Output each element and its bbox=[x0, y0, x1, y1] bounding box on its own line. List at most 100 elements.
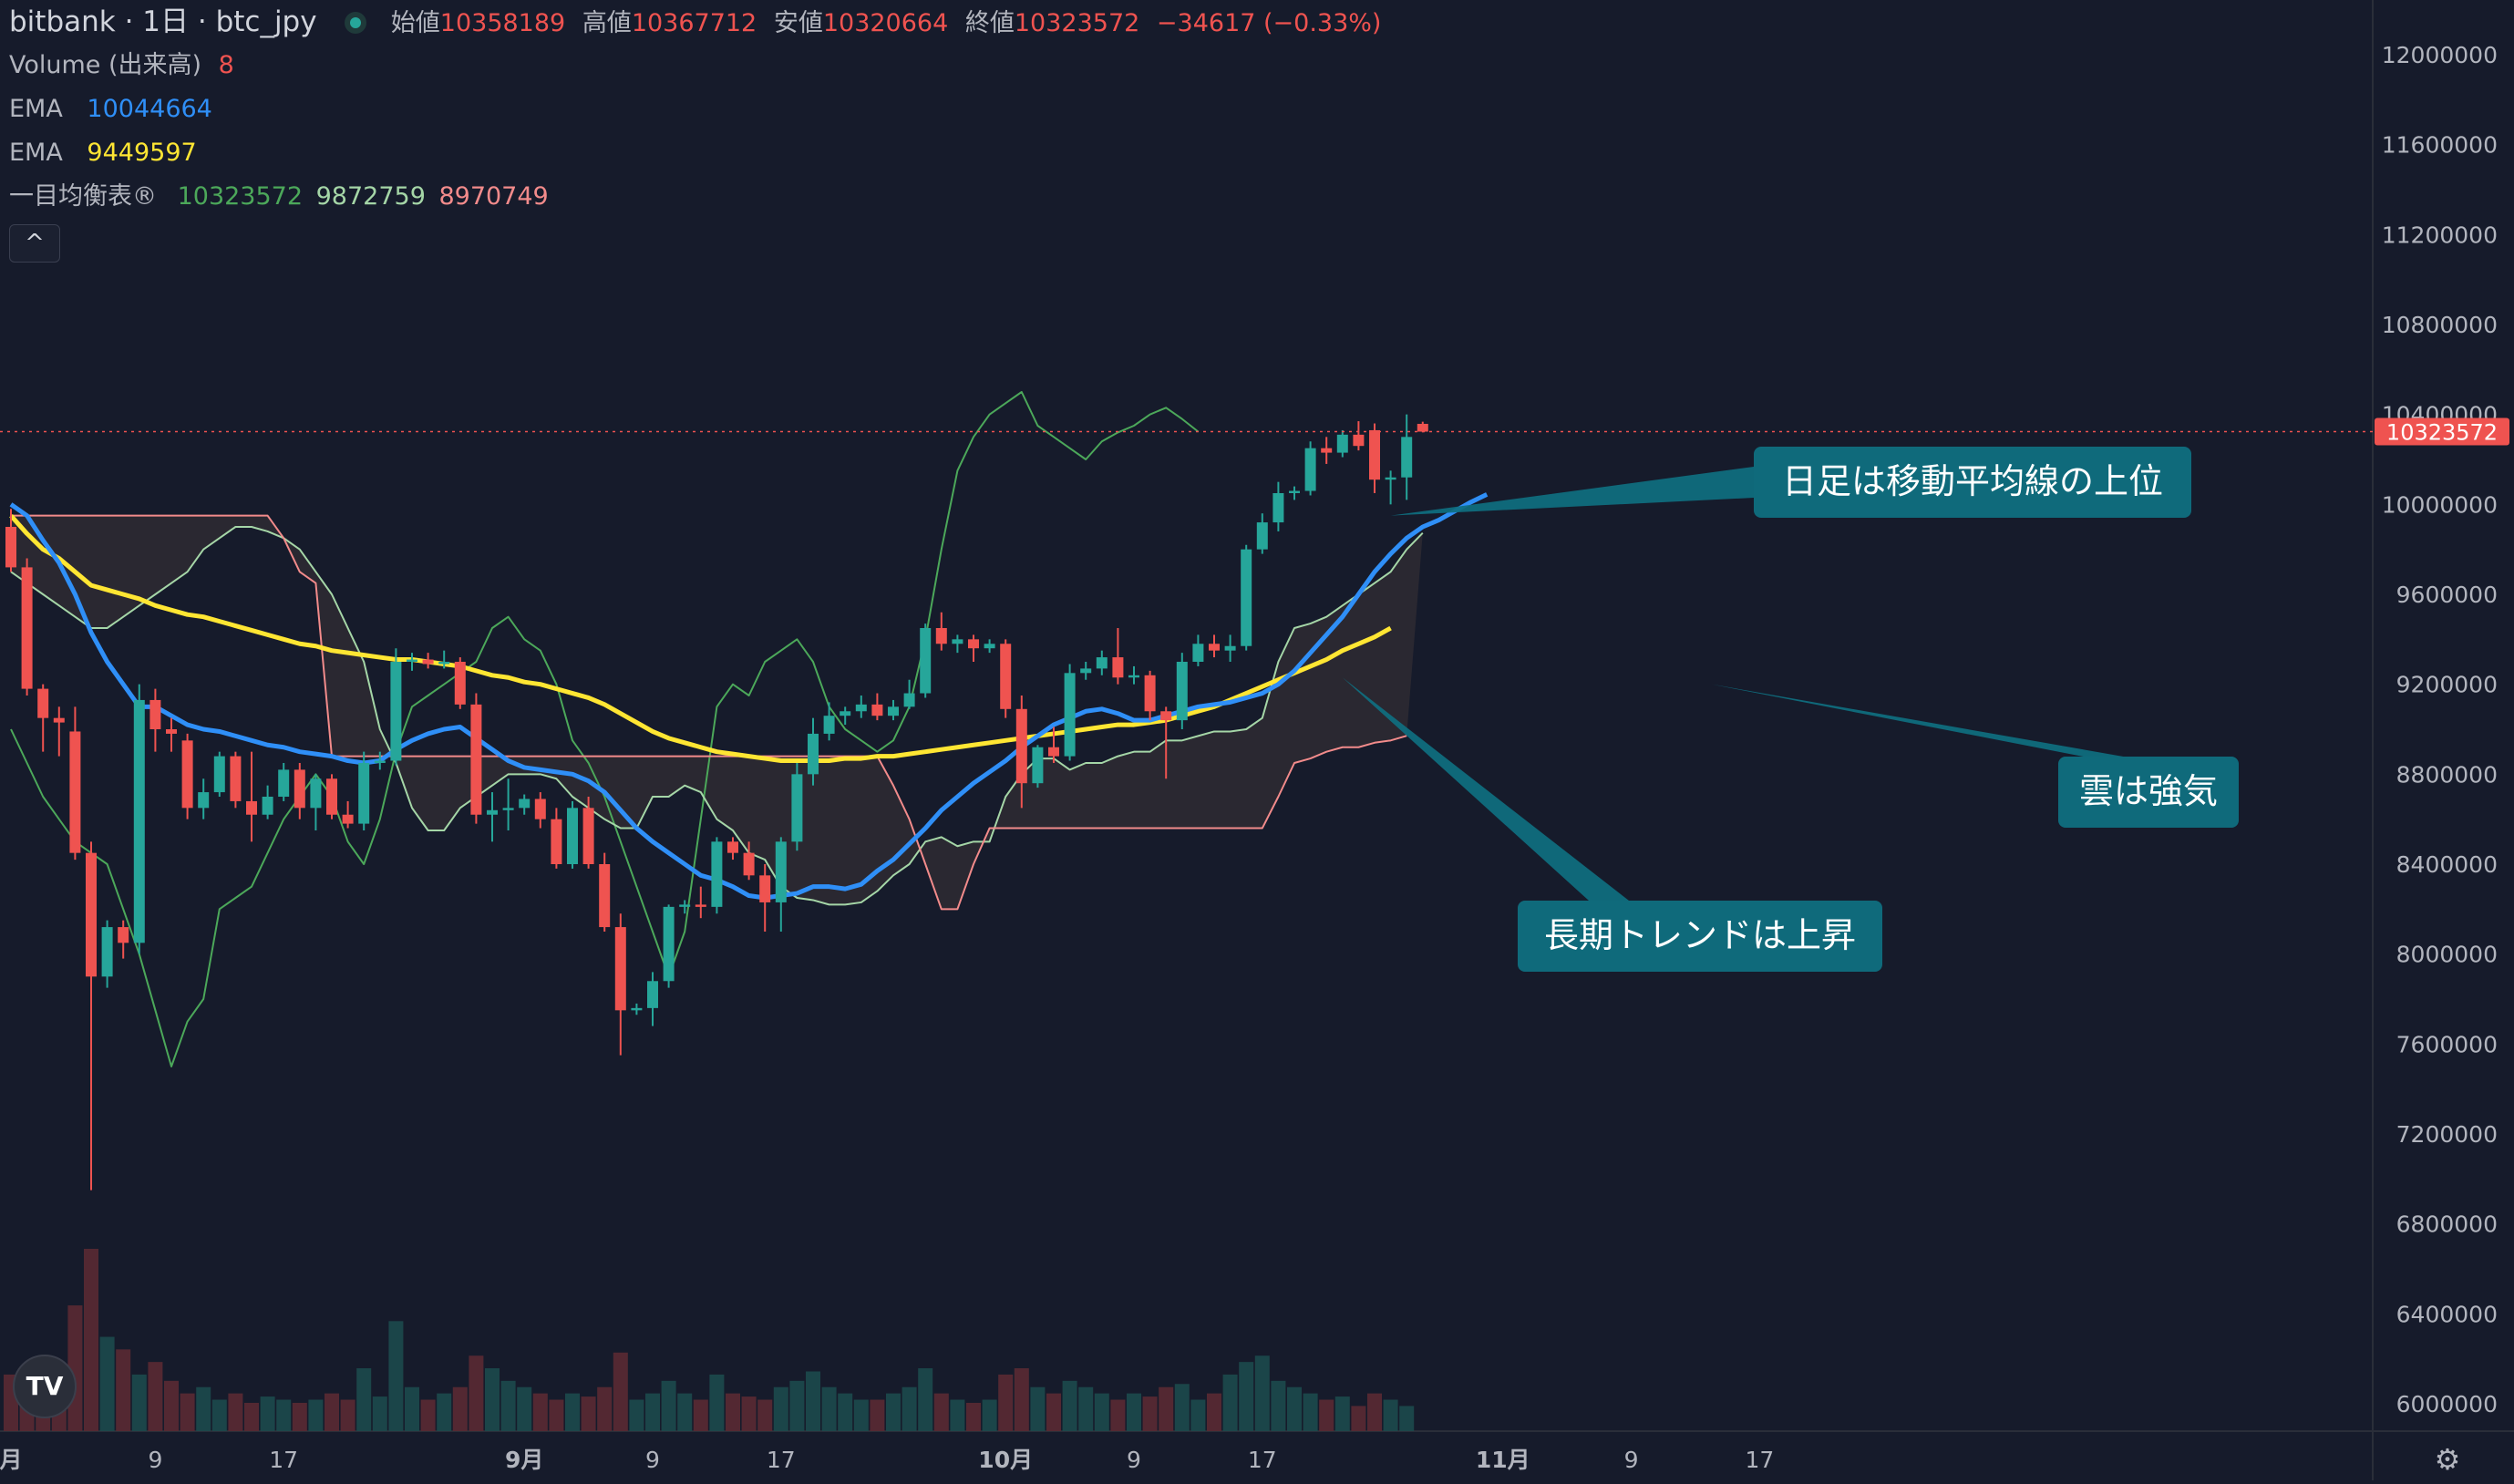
gear-icon[interactable]: ⚙ bbox=[2434, 1442, 2461, 1477]
candle-body[interactable] bbox=[407, 659, 417, 662]
candles[interactable]: 10323572 bbox=[0, 414, 2509, 1190]
candle-body[interactable] bbox=[952, 639, 963, 644]
candle-body[interactable] bbox=[823, 716, 835, 734]
legend-volume-row[interactable]: Volume (出来高) 8 bbox=[9, 44, 1381, 88]
candle-body[interactable] bbox=[1369, 429, 1380, 480]
candle-body[interactable] bbox=[181, 740, 193, 809]
candle-body[interactable] bbox=[775, 841, 787, 902]
candle-body[interactable] bbox=[294, 769, 305, 809]
legend-ema-fast-row[interactable]: EMA 10044664 bbox=[9, 88, 1381, 131]
candle-body[interactable] bbox=[808, 733, 819, 775]
candle-body[interactable] bbox=[1241, 549, 1252, 646]
candle-body[interactable] bbox=[326, 778, 337, 815]
candle-body[interactable] bbox=[1353, 434, 1365, 447]
candle-body[interactable] bbox=[101, 927, 113, 977]
candle-body[interactable] bbox=[1256, 522, 1268, 550]
candle-body[interactable] bbox=[149, 699, 161, 729]
candle-body[interactable] bbox=[53, 717, 65, 723]
candle-body[interactable] bbox=[1209, 644, 1220, 651]
candle-body[interactable] bbox=[374, 760, 386, 763]
candle-body[interactable] bbox=[86, 852, 97, 977]
candle-body[interactable] bbox=[1064, 673, 1076, 757]
candle-body[interactable] bbox=[1336, 434, 1348, 453]
candle-body[interactable] bbox=[502, 808, 514, 810]
candle-body[interactable] bbox=[438, 662, 450, 665]
candle-body[interactable] bbox=[262, 797, 273, 815]
candle-body[interactable] bbox=[855, 704, 867, 712]
candle-body[interactable] bbox=[166, 729, 177, 734]
candle-body[interactable] bbox=[1289, 490, 1300, 493]
candle-body[interactable] bbox=[1417, 423, 1428, 432]
candle-body[interactable] bbox=[1224, 645, 1236, 651]
candle-body[interactable] bbox=[454, 662, 466, 705]
candle-body[interactable] bbox=[519, 799, 531, 809]
tradingview-logo[interactable]: TV bbox=[13, 1355, 77, 1418]
candle-body[interactable] bbox=[1096, 657, 1108, 669]
candle-body[interactable] bbox=[310, 778, 322, 809]
candle-body[interactable] bbox=[567, 808, 578, 864]
candle-body[interactable] bbox=[1176, 662, 1188, 721]
candle-body[interactable] bbox=[1048, 747, 1059, 757]
candle-body[interactable] bbox=[390, 662, 402, 761]
candle-body[interactable] bbox=[118, 927, 129, 943]
candle-body[interactable] bbox=[1321, 448, 1333, 453]
candle-body[interactable] bbox=[614, 927, 626, 1011]
candle-body[interactable] bbox=[727, 841, 738, 853]
candle-body[interactable] bbox=[213, 756, 225, 793]
candle-body[interactable] bbox=[422, 659, 434, 665]
candle-body[interactable] bbox=[69, 731, 81, 853]
candle-body[interactable] bbox=[582, 808, 594, 864]
candle-body[interactable] bbox=[1192, 644, 1204, 662]
candle-body[interactable] bbox=[695, 904, 706, 907]
legend-ichimoku-row[interactable]: 一目均衡表® 10323572 9872759 8970749 bbox=[9, 175, 1381, 219]
candle-body[interactable] bbox=[791, 774, 803, 842]
candle-body[interactable] bbox=[1401, 437, 1413, 478]
candle-body[interactable] bbox=[5, 527, 16, 568]
candle-body[interactable] bbox=[1128, 675, 1139, 678]
candle-body[interactable] bbox=[1160, 711, 1172, 721]
collapse-legend-button[interactable]: ^ bbox=[9, 224, 60, 263]
candle-body[interactable] bbox=[1385, 477, 1396, 480]
time-axis[interactable]: 月 9 17 9月 9 17 10月 9 17 11月 9 17 bbox=[0, 1447, 1774, 1473]
candle-body[interactable] bbox=[551, 819, 562, 864]
candle-body[interactable] bbox=[1304, 448, 1316, 491]
candle-body[interactable] bbox=[871, 704, 883, 716]
candle-body[interactable] bbox=[1272, 493, 1284, 523]
candle-body[interactable] bbox=[1015, 708, 1027, 784]
candle-body[interactable] bbox=[1032, 747, 1044, 784]
candle-body[interactable] bbox=[599, 864, 611, 928]
candle-body[interactable] bbox=[743, 852, 755, 876]
candle-body[interactable] bbox=[21, 567, 33, 689]
candle-body[interactable] bbox=[358, 763, 370, 824]
candle-body[interactable] bbox=[935, 628, 947, 644]
candle-body[interactable] bbox=[1000, 644, 1012, 709]
candle-body[interactable] bbox=[663, 906, 675, 982]
symbol-title[interactable]: bitbank · 1日 · btc_jpy bbox=[9, 5, 317, 38]
candle-body[interactable] bbox=[278, 769, 290, 797]
candle-body[interactable] bbox=[1080, 668, 1092, 674]
candle-body[interactable] bbox=[903, 693, 915, 707]
candle-body[interactable] bbox=[198, 792, 210, 809]
candle-body[interactable] bbox=[968, 639, 979, 649]
candle-body[interactable] bbox=[246, 800, 257, 815]
candle-body[interactable] bbox=[230, 756, 242, 801]
candle-body[interactable] bbox=[679, 904, 691, 907]
candle-body[interactable] bbox=[759, 875, 771, 902]
candle-body[interactable] bbox=[487, 809, 498, 815]
candle-body[interactable] bbox=[631, 1007, 643, 1011]
candle-body[interactable] bbox=[840, 711, 851, 716]
candle-body[interactable] bbox=[133, 699, 145, 943]
candle-body[interactable] bbox=[984, 644, 995, 649]
candle-body[interactable] bbox=[888, 706, 899, 716]
candle-body[interactable] bbox=[534, 799, 546, 819]
candle-body[interactable] bbox=[711, 841, 723, 907]
candle-body[interactable] bbox=[647, 981, 658, 1008]
candle-body[interactable] bbox=[1144, 675, 1156, 712]
candle-body[interactable] bbox=[37, 688, 49, 718]
candle-body[interactable] bbox=[342, 814, 354, 824]
legend-ema-slow-row[interactable]: EMA 9449597 bbox=[9, 131, 1381, 175]
candle-body[interactable] bbox=[470, 704, 482, 815]
candle-body[interactable] bbox=[920, 628, 932, 694]
